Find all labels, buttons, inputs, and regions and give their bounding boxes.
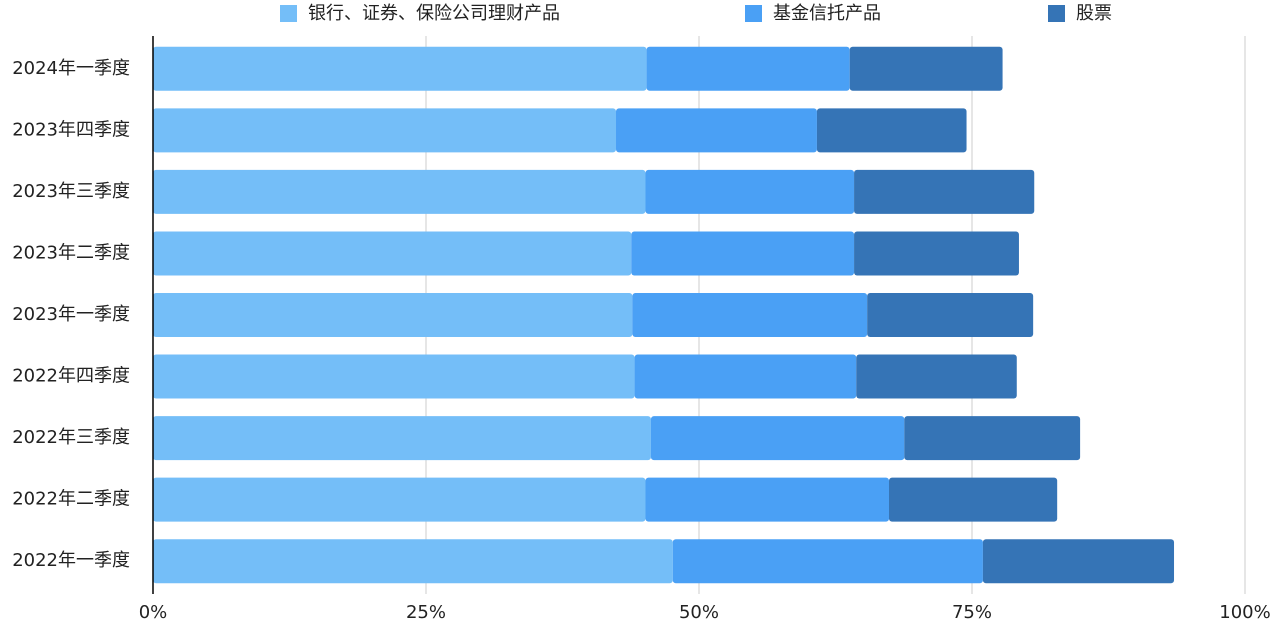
y-tick-label: 2022年一季度 xyxy=(12,550,130,571)
bar-segment xyxy=(854,231,1019,276)
bar-segment xyxy=(634,354,857,399)
bar-segment xyxy=(153,108,617,153)
bar-segment xyxy=(631,231,855,276)
y-tick-label: 2023年四季度 xyxy=(12,119,130,140)
bar-segment xyxy=(153,477,646,522)
bar-segment xyxy=(650,416,905,461)
x-tick-label: 0% xyxy=(139,602,168,623)
y-tick-label: 2022年二季度 xyxy=(12,489,130,510)
bar-segment xyxy=(856,354,1017,399)
legend-label: 股票 xyxy=(1076,3,1112,24)
legend-swatch xyxy=(1048,5,1065,22)
bar-segment xyxy=(645,169,855,214)
y-tick-label: 2023年一季度 xyxy=(12,304,130,325)
bar-segment xyxy=(153,354,635,399)
bar-segment xyxy=(153,231,632,276)
bar-segment xyxy=(646,46,850,91)
y-tick-label: 2023年三季度 xyxy=(12,181,130,202)
y-tick-label: 2022年三季度 xyxy=(12,427,130,448)
x-tick-label: 50% xyxy=(679,602,719,623)
y-tick-label: 2024年一季度 xyxy=(12,58,130,79)
y-tick-label: 2022年四季度 xyxy=(12,366,130,387)
bar-segment xyxy=(849,46,1003,91)
bar-segment xyxy=(616,108,817,153)
legend-swatch xyxy=(280,5,297,22)
x-tick-label: 100% xyxy=(1219,602,1270,623)
bar-segment xyxy=(153,293,633,337)
bar-segment xyxy=(904,416,1081,461)
bar-segment xyxy=(153,169,646,214)
legend-swatch xyxy=(745,5,762,22)
x-tick-label: 25% xyxy=(406,602,446,623)
bar-segment xyxy=(632,293,868,337)
bar-segment xyxy=(867,293,1034,337)
bar-segment xyxy=(854,169,1035,214)
bar-segment xyxy=(889,477,1058,522)
bar-segment xyxy=(982,539,1175,584)
bar-segment xyxy=(816,108,967,153)
x-tick-label: 75% xyxy=(952,602,992,623)
bar-segment xyxy=(645,477,890,522)
bar-segment xyxy=(153,539,673,584)
legend-label: 银行、证券、保险公司理财产品 xyxy=(308,3,560,24)
bar-segment xyxy=(153,46,647,91)
bar-segment xyxy=(672,539,983,584)
y-tick-label: 2023年二季度 xyxy=(12,242,130,263)
bar-segment xyxy=(153,416,651,461)
legend-label: 基金信托产品 xyxy=(773,3,881,24)
